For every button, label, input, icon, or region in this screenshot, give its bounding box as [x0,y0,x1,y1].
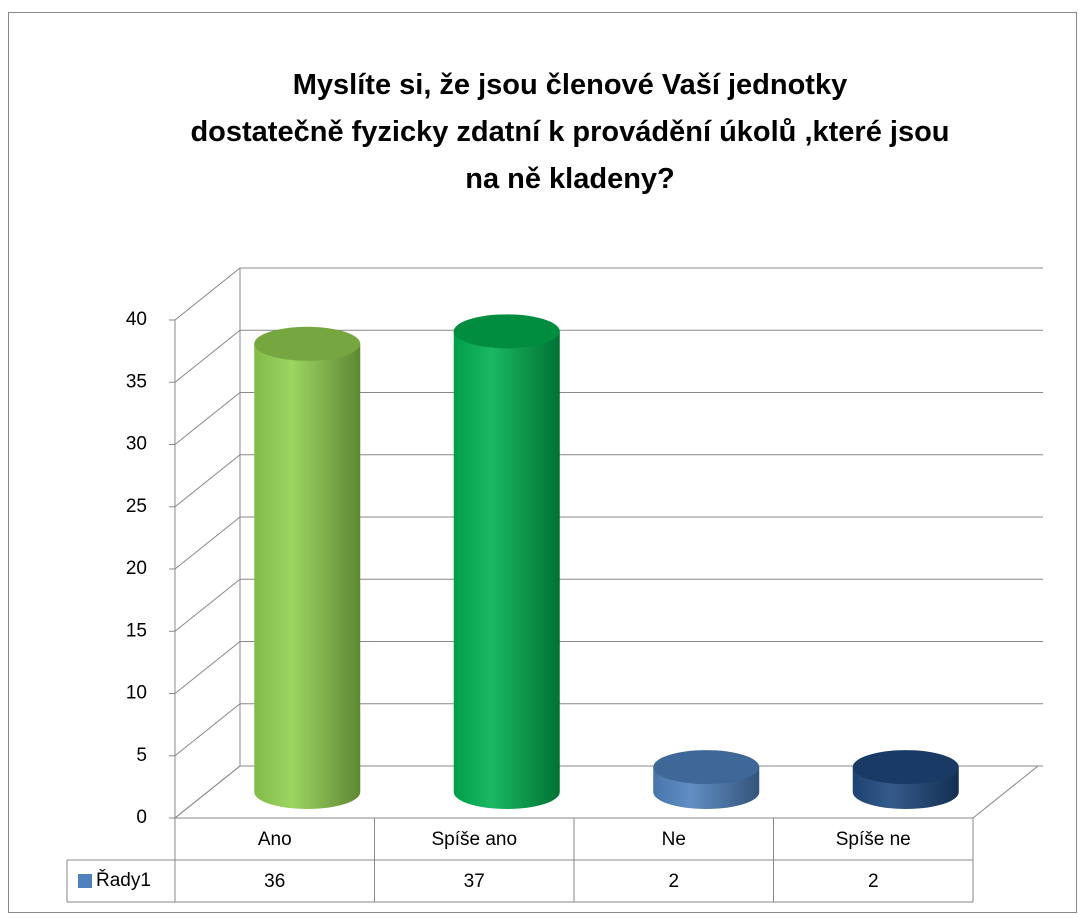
bar-top [254,326,361,361]
x-tick-label: Ano [258,829,292,850]
y-tick-label: 40 [126,309,147,330]
grid-line [174,578,1043,632]
x-tick-label: Ne [662,829,686,850]
y-tick-label: 30 [126,434,147,455]
legend-swatch [78,874,92,888]
grid-line [174,516,1043,570]
chart-title: Myslíte si, že jsou členové Vaší jednotk… [190,69,949,195]
y-tick-label: 25 [126,496,147,517]
x-tick-label: Spíše ano [431,829,517,850]
y-tick-label: 5 [136,745,147,766]
bar-top [653,750,760,785]
grid-line [174,267,1043,321]
y-tick-label: 15 [126,620,147,641]
table-value: 2 [868,871,879,892]
grid-line [174,641,1043,694]
grid-line [174,703,1043,757]
table-value: 2 [668,871,679,892]
grid-line [174,454,1043,508]
y-tick-label: 10 [126,683,147,704]
bar-top [453,314,560,349]
x-tick-label: Spíše ne [836,829,911,850]
bar-top [852,750,959,785]
table-value: 37 [464,871,485,892]
bar [453,331,560,809]
y-tick-label: 35 [126,371,147,392]
y-tick-label: 0 [136,807,147,828]
y-tick-label: 20 [126,558,147,579]
table-value: 36 [264,871,285,892]
bar [254,343,361,809]
grid-line [174,392,1043,445]
legend-label: Řady1 [96,869,151,891]
grid-line [174,765,1043,819]
grid-line [174,329,1043,383]
